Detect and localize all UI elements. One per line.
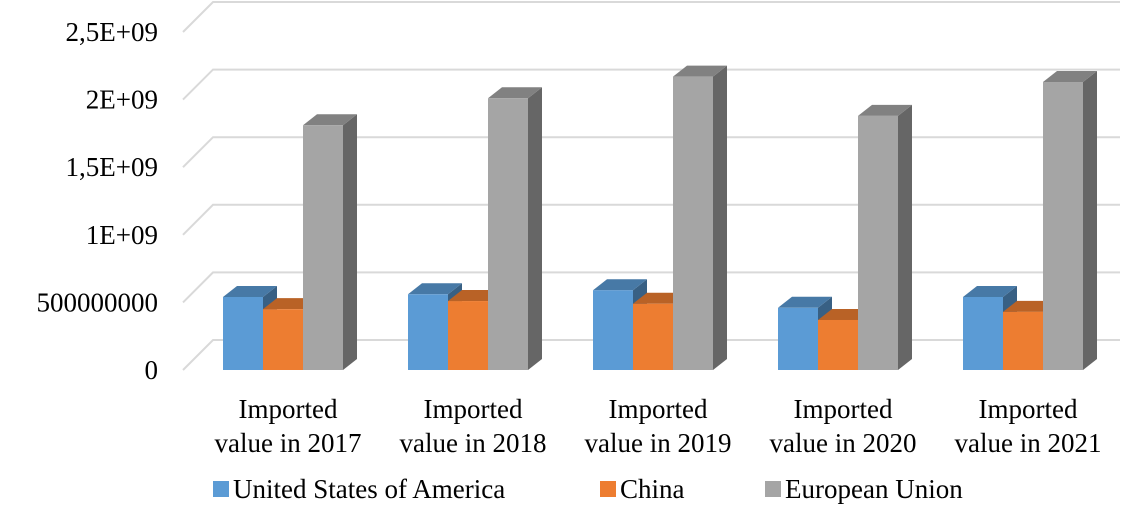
bar-front xyxy=(1003,311,1043,370)
bar-side xyxy=(528,87,542,371)
gridline xyxy=(182,1,1120,33)
bar-front xyxy=(488,98,528,371)
bar-top xyxy=(488,87,542,99)
bar-top xyxy=(673,65,727,77)
legend-item: European Union xyxy=(765,474,963,504)
bar-top xyxy=(593,279,647,291)
gridline xyxy=(182,271,1120,304)
gridline xyxy=(182,136,1120,168)
bars xyxy=(223,65,1097,371)
x-tick-label: Imported value in 2017 xyxy=(215,394,362,458)
legend-label: China xyxy=(620,474,685,504)
legend-swatch xyxy=(600,481,616,497)
bar-front xyxy=(223,296,263,370)
bar-side xyxy=(713,65,727,370)
legend-swatch xyxy=(765,481,781,497)
bar-side xyxy=(1083,71,1097,371)
legend-item: China xyxy=(600,474,685,504)
bar-top xyxy=(303,114,357,126)
x-tick-label: Imported value in 2020 xyxy=(770,394,917,458)
bar-front xyxy=(673,76,713,370)
bar-european-union-3 xyxy=(858,104,912,370)
bar-european-union-4 xyxy=(1043,71,1097,371)
bar-top xyxy=(1043,71,1097,83)
legend-swatch xyxy=(213,481,229,497)
legend-item: United States of America xyxy=(213,474,505,504)
bar-front xyxy=(263,309,303,370)
bar-european-union-1 xyxy=(488,87,542,371)
y-tick-label: 0 xyxy=(145,355,159,385)
bar-top xyxy=(858,104,912,116)
bar-european-union-2 xyxy=(673,65,727,370)
bar-top xyxy=(963,285,1017,297)
y-tick-label: 1,5E+09 xyxy=(66,152,158,182)
legend: United States of America China European Un… xyxy=(213,474,963,504)
x-tick-label: Imported value in 2018 xyxy=(400,394,547,458)
y-axis-tick-labels: 0 500000000 1E+09 1,5E+09 2E+09 2,5E+09 xyxy=(37,17,159,385)
bar-front xyxy=(408,294,448,370)
legend-label: United States of America xyxy=(233,474,505,504)
y-tick-label: 500000000 xyxy=(37,287,159,317)
y-tick-label: 2E+09 xyxy=(86,85,158,115)
bar-european-union-0 xyxy=(303,114,357,371)
bar-front xyxy=(778,307,818,370)
bar-front xyxy=(818,319,858,370)
y-tick-label: 2,5E+09 xyxy=(66,17,158,47)
bar-top xyxy=(223,285,277,297)
bar-front xyxy=(858,115,898,370)
bar-side xyxy=(898,104,912,370)
bar-front xyxy=(633,303,673,370)
legend-label: European Union xyxy=(785,474,963,504)
gridline xyxy=(182,203,1120,236)
bar-front xyxy=(963,296,1003,370)
x-axis-tick-labels: Imported value in 2017 Imported value in 20… xyxy=(215,394,1102,458)
bar-top xyxy=(778,296,832,308)
bar-front xyxy=(1043,82,1083,371)
gridline xyxy=(182,68,1120,101)
bar-front xyxy=(448,301,488,370)
x-tick-label: Imported value in 2021 xyxy=(955,394,1102,458)
bar-front xyxy=(593,290,633,370)
bar-top xyxy=(408,283,462,295)
bar-front xyxy=(303,125,343,371)
bar-side xyxy=(343,114,357,371)
x-tick-label: Imported value in 2019 xyxy=(585,394,732,458)
y-tick-label: 1E+09 xyxy=(86,220,158,250)
